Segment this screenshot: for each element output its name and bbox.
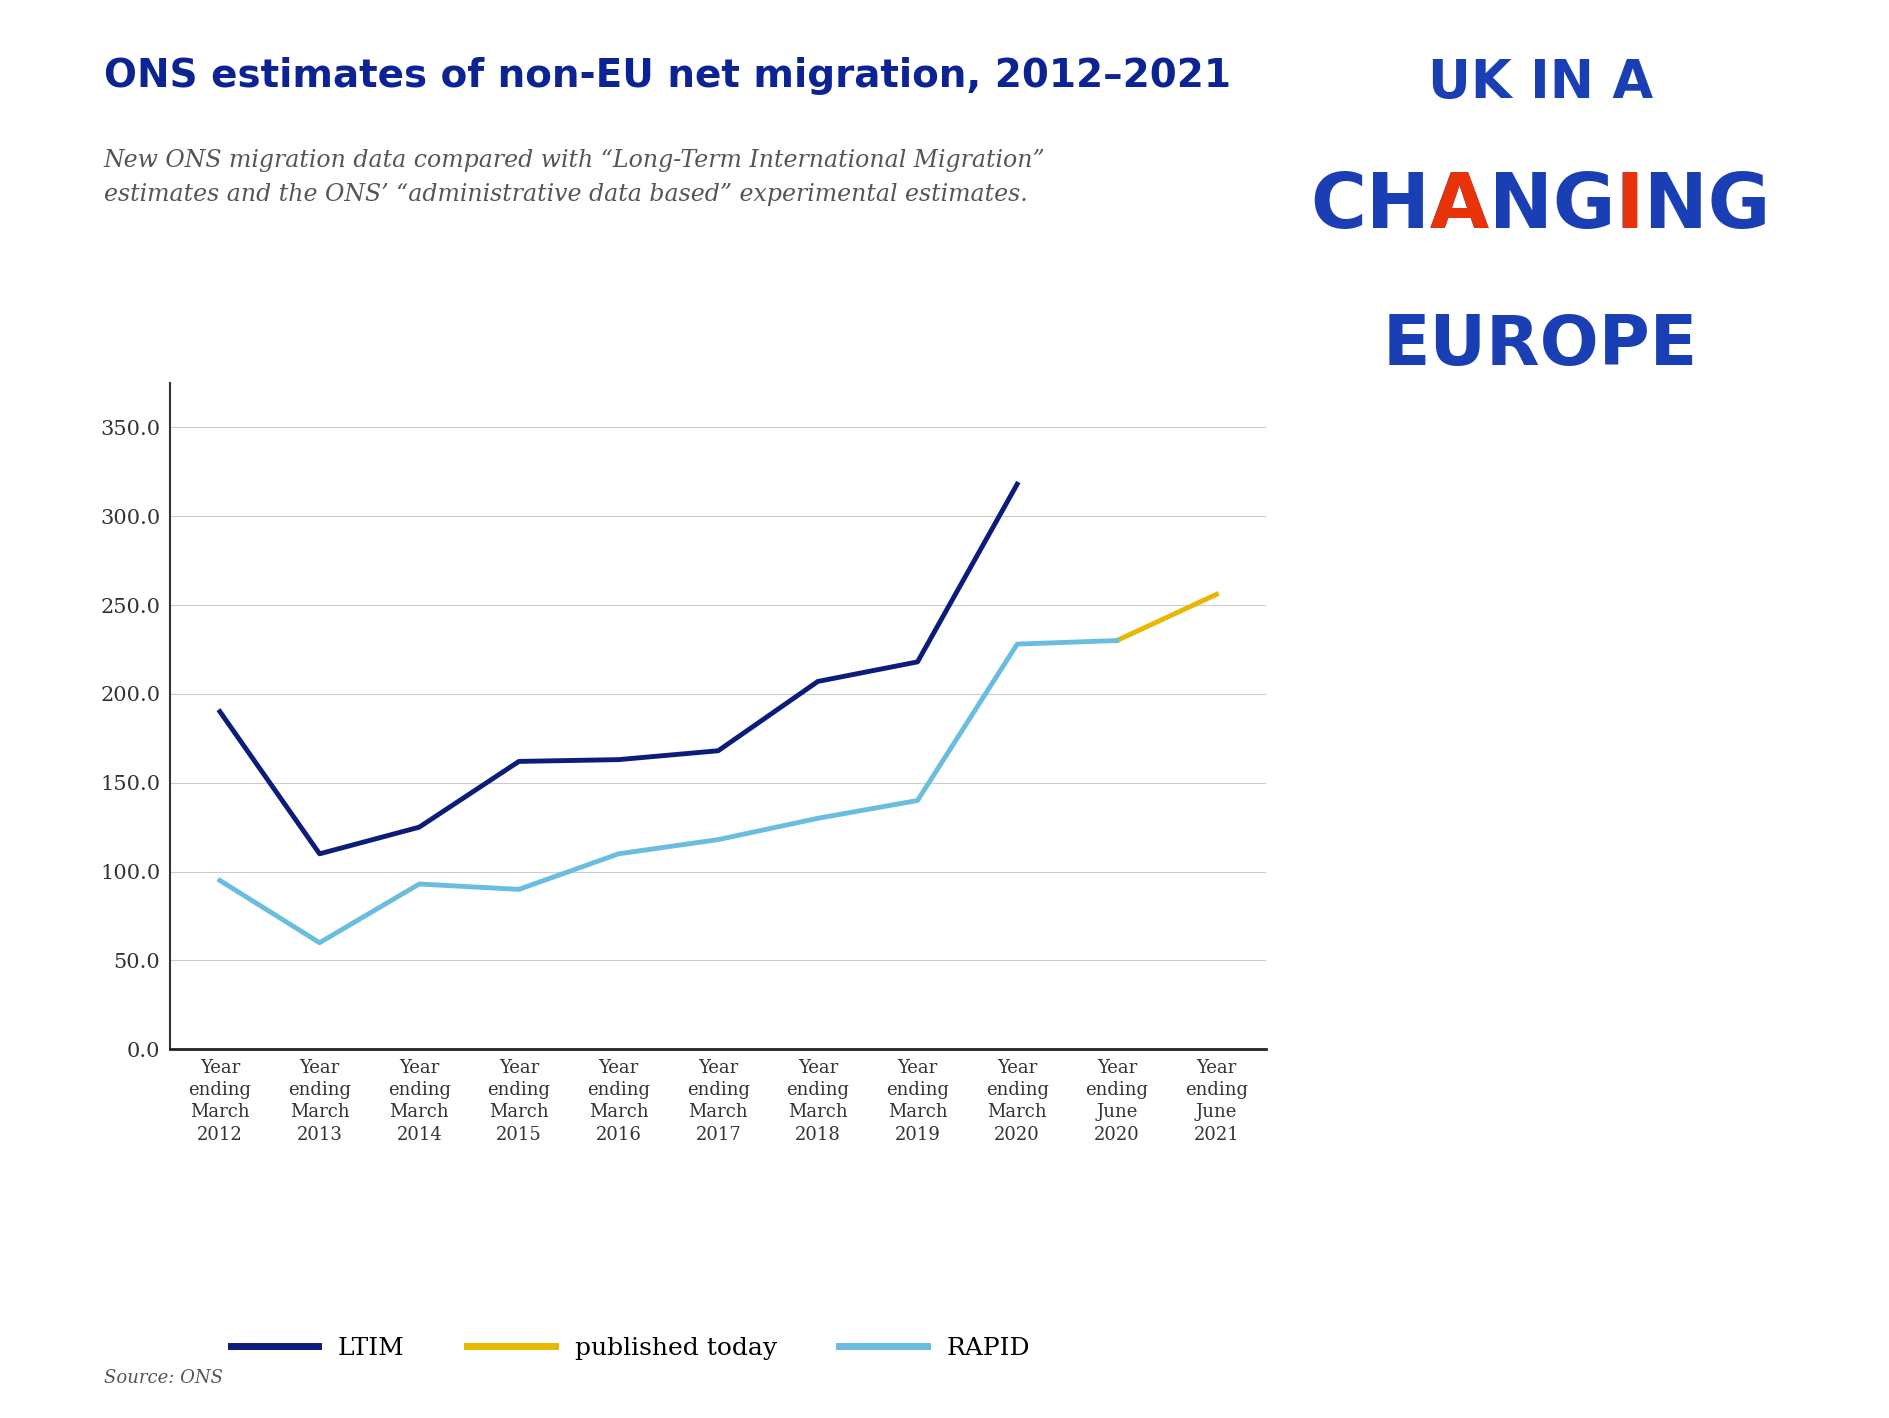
RAPID: [1005, 635, 1028, 652]
RAPID: [508, 881, 531, 898]
Text: New ONS migration data compared with “Long-Term International Migration”
estimat: New ONS migration data compared with “Lo…: [104, 149, 1045, 206]
LTIM: [606, 752, 629, 769]
Line: published today: published today: [1116, 594, 1217, 641]
RAPID: [408, 875, 431, 892]
LTIM: [208, 703, 230, 720]
LTIM: [408, 818, 431, 835]
LTIM: [308, 845, 331, 862]
published today: [1105, 632, 1128, 649]
LTIM: [905, 654, 927, 671]
Text: Source: ONS: Source: ONS: [104, 1368, 223, 1387]
Text: I: I: [1615, 170, 1643, 244]
RAPID: [807, 810, 829, 827]
Text: CHANGING: CHANGING: [1309, 170, 1770, 244]
Text: A: A: [1430, 170, 1489, 244]
RAPID: [706, 831, 729, 848]
RAPID: [208, 872, 230, 889]
Text: ONS estimates of non-EU net migration, 2012–2021: ONS estimates of non-EU net migration, 2…: [104, 57, 1230, 95]
RAPID: [1105, 632, 1128, 649]
RAPID: [905, 793, 927, 810]
Line: RAPID: RAPID: [219, 641, 1116, 943]
Text: UK IN A: UK IN A: [1426, 57, 1653, 109]
LTIM: [508, 753, 531, 770]
RAPID: [606, 845, 629, 862]
Line: LTIM: LTIM: [219, 484, 1016, 854]
Text: EUROPE: EUROPE: [1383, 312, 1696, 379]
Legend: LTIM, published today, RAPID: LTIM, published today, RAPID: [221, 1327, 1041, 1370]
published today: [1205, 586, 1228, 603]
LTIM: [1005, 475, 1028, 492]
RAPID: [308, 934, 331, 951]
LTIM: [807, 674, 829, 691]
LTIM: [706, 742, 729, 759]
